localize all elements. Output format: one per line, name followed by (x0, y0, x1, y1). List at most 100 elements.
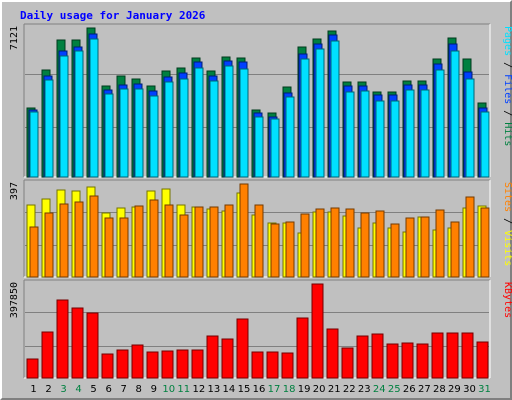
day-label: 17 (268, 384, 281, 395)
bar-kbytes (266, 351, 279, 379)
bar-sites (104, 217, 114, 278)
bar-sites (89, 195, 99, 278)
bar-kbytes (206, 335, 219, 379)
day-label: 22 (343, 384, 356, 395)
bar-sites (74, 201, 84, 278)
bar-sites (44, 212, 54, 278)
bar-sites (164, 204, 174, 278)
bar-sites (285, 221, 295, 278)
day-label: 2 (45, 384, 51, 395)
bar-sites (179, 214, 189, 278)
bar-kbytes (236, 318, 249, 379)
bar-sites (59, 203, 69, 278)
legend-part: / (502, 56, 512, 74)
legend-part: / (502, 212, 512, 230)
bar-pages (450, 50, 460, 178)
legend: KBytes (502, 282, 512, 318)
bar-sites (270, 223, 280, 278)
day-label: 7 (121, 384, 127, 395)
bar-sites (134, 205, 144, 278)
bar-pages (59, 55, 69, 178)
panel-kbytes: 397850 KBytes (9, 279, 512, 379)
bar-kbytes (401, 342, 414, 379)
day-label: 28 (433, 384, 446, 395)
bar-pages (119, 88, 129, 178)
bar-kbytes (161, 350, 174, 379)
bar-kbytes (446, 332, 459, 379)
bar-sites (239, 183, 249, 278)
bar-kbytes (86, 312, 99, 379)
bar-kbytes (26, 358, 39, 379)
bar-kbytes (146, 351, 159, 379)
bar-kbytes (326, 328, 339, 379)
legend-part: Visits (502, 230, 512, 266)
bar-pages (270, 118, 280, 178)
day-label: 4 (75, 384, 81, 395)
bar-pages (300, 58, 310, 178)
bar-kbytes (221, 338, 234, 379)
bar-kbytes (431, 332, 444, 379)
bar-kbytes (386, 343, 399, 379)
day-label: 27 (418, 384, 431, 395)
day-label: 9 (151, 384, 157, 395)
day-label: 26 (403, 384, 416, 395)
bar-kbytes (191, 349, 204, 379)
bar-kbytes (116, 349, 129, 379)
bar-sites (224, 204, 234, 278)
bar-pages (74, 50, 84, 178)
day-label: 23 (358, 384, 371, 395)
bar-pages (224, 65, 234, 178)
day-label: 10 (162, 384, 175, 395)
bar-pages (134, 88, 144, 178)
y-max-label: 7121 (9, 26, 20, 50)
legend-part: Pages (502, 26, 512, 56)
bar-pages (104, 93, 114, 178)
bar-sites (465, 196, 475, 278)
day-label: 31 (478, 384, 491, 395)
bar-sites (375, 210, 385, 278)
day-label: 12 (193, 384, 206, 395)
bar-kbytes (56, 299, 69, 379)
bar-pages (360, 90, 370, 178)
legend-part: Hits (502, 122, 512, 146)
bar-pages (285, 96, 295, 178)
bar-pages (330, 40, 340, 178)
bar-kbytes (176, 349, 189, 379)
bar-pages (44, 79, 54, 178)
day-label: 21 (328, 384, 341, 395)
bar-sites (194, 206, 204, 278)
bar-sites (300, 213, 310, 278)
legend-part: KBytes (502, 282, 512, 318)
panel-visits-sites: 397 Sites / Visits (9, 179, 512, 278)
bar-kbytes (41, 331, 54, 379)
bar-sites (119, 217, 129, 278)
bar-pages (375, 100, 385, 178)
y-max-label: 397850 (9, 282, 20, 318)
bar-sites (435, 209, 445, 278)
day-label: 1 (30, 384, 36, 395)
bar-kbytes (131, 344, 144, 379)
legend-part: Sites (502, 182, 512, 212)
legend-part: Files (502, 74, 512, 104)
bar-pages (254, 116, 264, 178)
bar-sites (149, 199, 159, 278)
day-label: 6 (106, 384, 112, 395)
bar-kbytes (416, 343, 429, 379)
bar-pages (149, 95, 159, 178)
legend: Pages / Files / Hits (502, 26, 512, 146)
bar-sites (450, 221, 460, 278)
bar-pages (465, 78, 475, 178)
bar-kbytes (251, 351, 264, 379)
day-label: 25 (388, 384, 401, 395)
day-label: 3 (60, 384, 66, 395)
bar-kbytes (311, 283, 324, 379)
bar-pages (164, 81, 174, 178)
bar-kbytes (101, 353, 114, 379)
bar-pages (89, 38, 99, 178)
day-label: 5 (90, 384, 96, 395)
panel-hits-files-pages: 7121 Pages / Files / Hits (9, 23, 512, 178)
bar-sites (480, 207, 490, 278)
bar-pages (420, 89, 430, 178)
bar-pages (239, 68, 249, 178)
bar-pages (480, 111, 490, 178)
